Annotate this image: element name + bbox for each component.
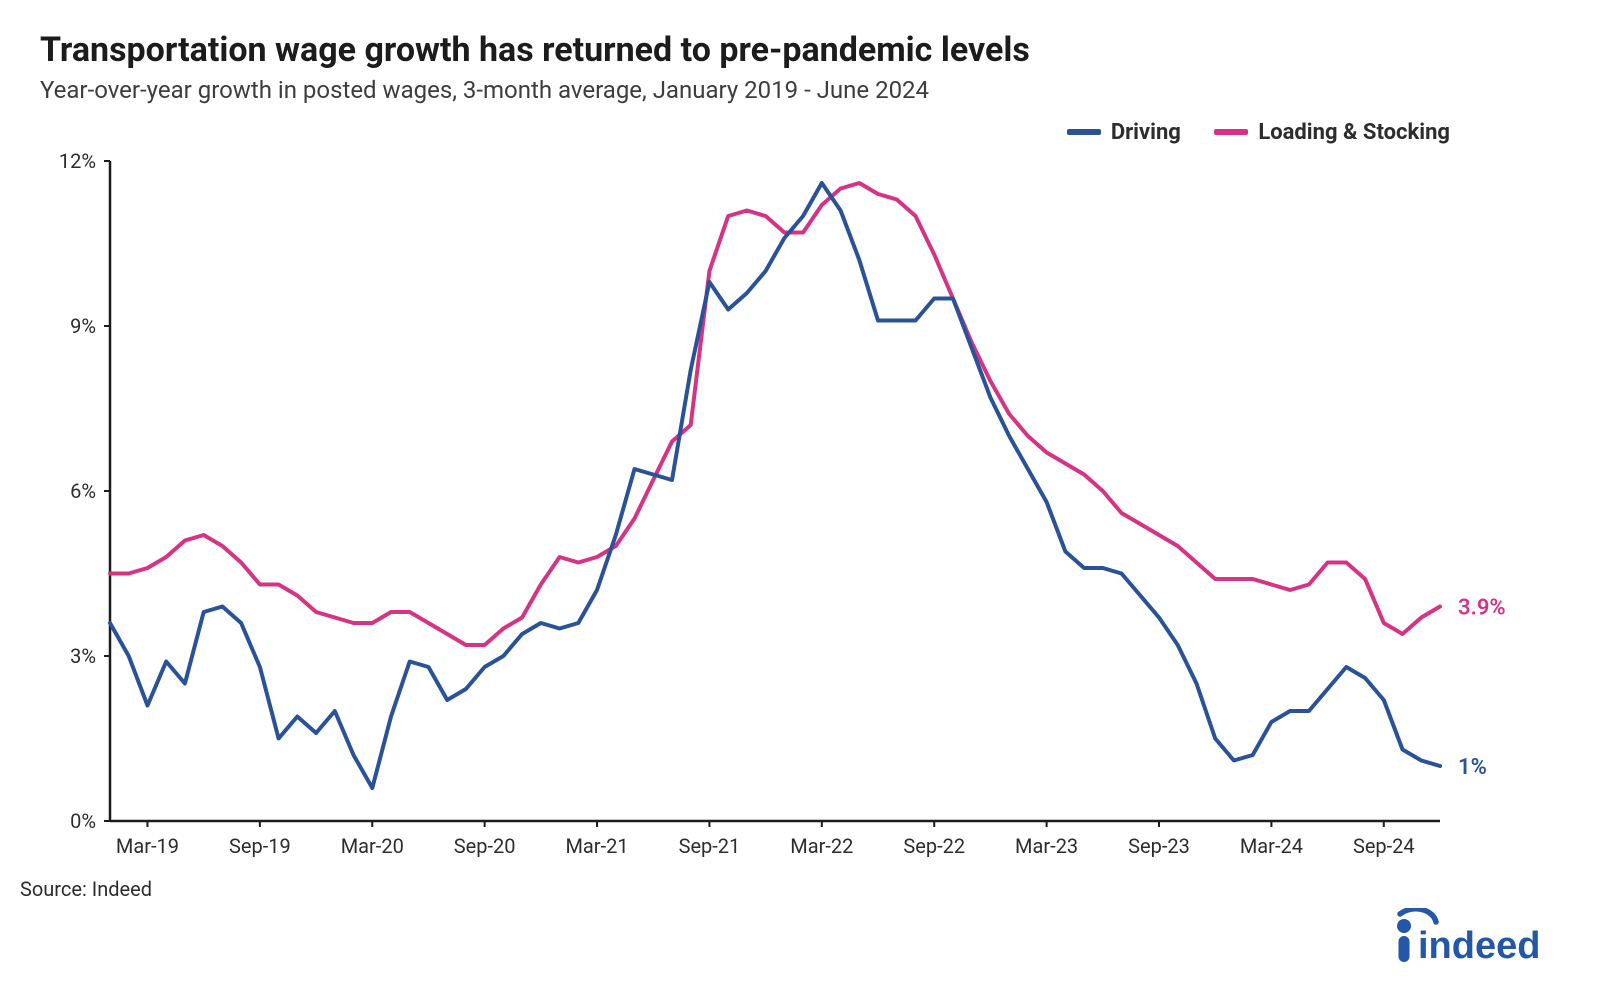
series-line-driving <box>110 183 1440 788</box>
x-tick-label: Sep-21 <box>679 834 741 858</box>
y-tick-label: 9% <box>70 314 96 338</box>
x-tick-label: Mar-22 <box>790 834 853 858</box>
chart-title: Transportation wage growth has returned … <box>40 30 1560 70</box>
series-end-label-loading: 3.9% <box>1458 595 1506 620</box>
indeed-logo: indeed <box>1370 908 1550 964</box>
legend-label-driving: Driving <box>1111 120 1181 145</box>
source-attribution: Source: Indeed <box>20 877 1560 901</box>
x-tick-label: Mar-23 <box>1015 834 1078 858</box>
legend: Driving Loading & Stocking <box>40 116 1560 145</box>
x-tick-label: Sep-20 <box>454 834 516 858</box>
y-tick-label: 3% <box>70 644 96 668</box>
chart-subtitle: Year-over-year growth in posted wages, 3… <box>40 76 1560 104</box>
logo-text: indeed <box>1418 925 1540 964</box>
x-tick-label: Mar-24 <box>1240 834 1303 858</box>
y-tick-label: 6% <box>70 479 96 503</box>
y-tick-label: 0% <box>70 809 96 833</box>
legend-swatch-loading <box>1214 129 1248 135</box>
series-end-label-driving: 1% <box>1458 755 1487 780</box>
legend-swatch-driving <box>1067 129 1101 135</box>
line-chart-svg: 0% 3% 6% 9% 12% Mar-19 Sep-19 Mar-20 Sep-20 Mar-2… <box>40 151 1560 871</box>
y-tick-label: 12% <box>59 151 96 173</box>
x-tick-label: Sep-19 <box>229 834 291 858</box>
legend-item-driving: Driving <box>1067 120 1181 145</box>
legend-label-loading: Loading & Stocking <box>1258 120 1450 145</box>
x-tick-label: Mar-21 <box>565 834 628 858</box>
x-tick-label: Sep-24 <box>1353 834 1415 858</box>
x-tick-label: Mar-19 <box>116 834 179 858</box>
chart-plot-area: 0% 3% 6% 9% 12% Mar-19 Sep-19 Mar-20 Sep-20 Mar-2… <box>40 151 1560 871</box>
x-tick-label: Sep-22 <box>903 834 965 858</box>
legend-item-loading: Loading & Stocking <box>1214 120 1450 145</box>
x-tick-label: Mar-20 <box>341 834 404 858</box>
chart-container: Transportation wage growth has returned … <box>0 0 1600 989</box>
x-tick-label: Sep-23 <box>1128 834 1190 858</box>
